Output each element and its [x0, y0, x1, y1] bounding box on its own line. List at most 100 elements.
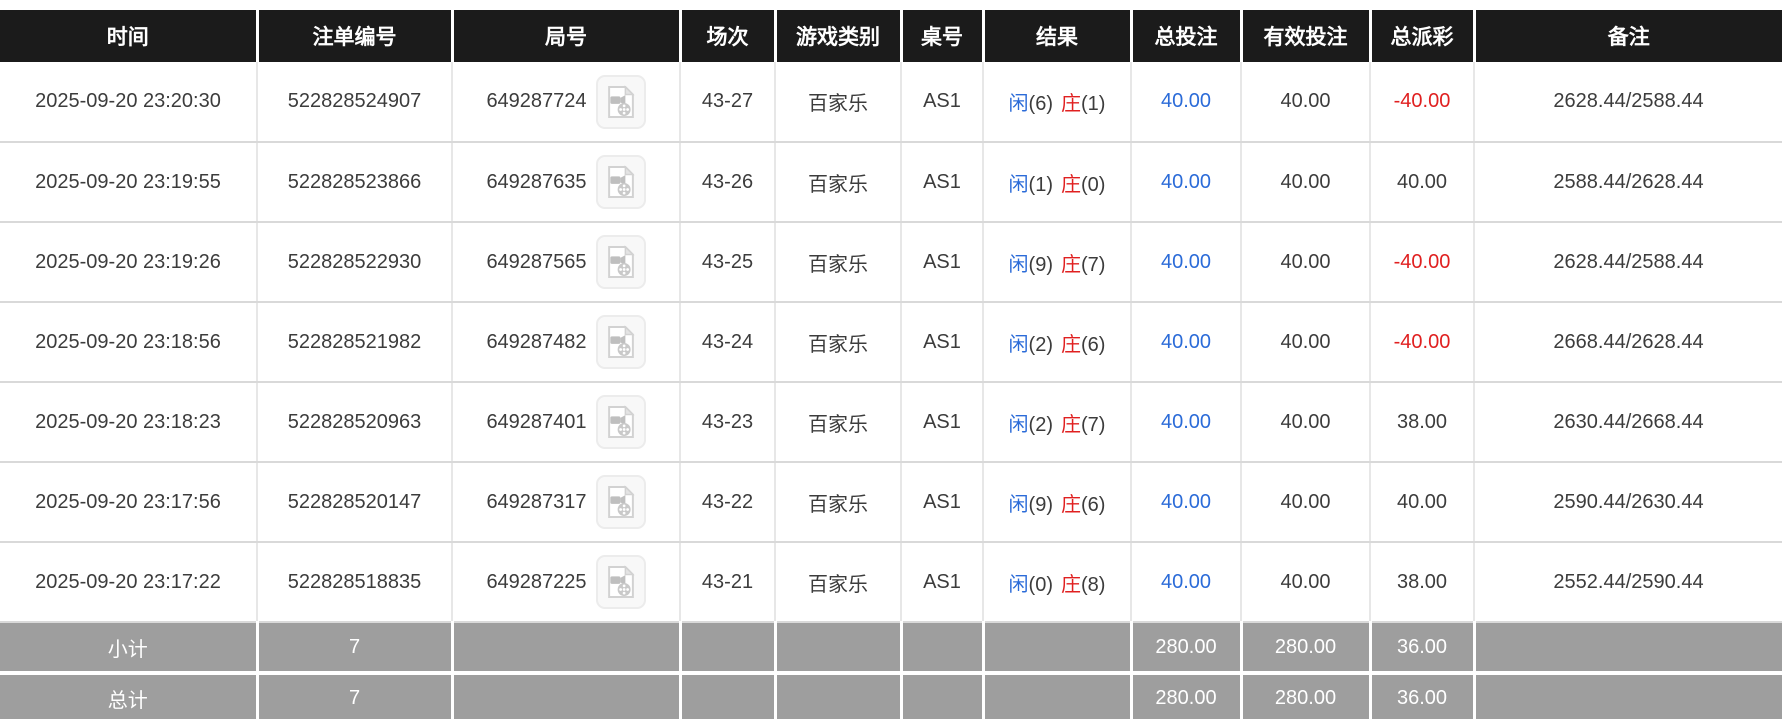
cell-result: 闲(0) 庄(8) [983, 542, 1132, 623]
cell-bet-id: 522828524907 [257, 62, 453, 143]
total-bet-link[interactable]: 40.00 [1160, 490, 1212, 513]
result-banker-label: 庄 [1061, 173, 1081, 196]
cell-valid-bet: 40.00 [1241, 302, 1371, 383]
cell-session: 43-22 [680, 462, 776, 543]
cell-round: 649287225 [452, 542, 681, 623]
cell-remark: 2552.44/2590.44 [1474, 542, 1782, 623]
video-replay-button[interactable] [595, 315, 646, 369]
video-replay-button[interactable] [595, 155, 646, 209]
video-replay-button[interactable] [595, 555, 646, 609]
video-replay-button[interactable] [595, 475, 646, 529]
video-replay-button[interactable] [595, 395, 646, 449]
result-player-label: 闲 [1008, 253, 1029, 276]
table-row: 2025-09-20 23:18:23 522828520963 6492874… [0, 382, 1782, 463]
cell-result: 闲(6) 庄(1) [983, 62, 1132, 143]
column-header-valid-bet: 有效投注 [1241, 10, 1372, 62]
video-file-icon [607, 405, 635, 438]
result-player-score: (1) [1028, 173, 1053, 196]
cell-game-type: 百家乐 [775, 382, 902, 463]
summary-row: 总计 7 280.00 280.00 36.00 [0, 673, 1782, 719]
result-banker-label: 庄 [1061, 333, 1081, 356]
result-banker-label: 庄 [1061, 93, 1081, 115]
cell-bet-id: 522828520963 [257, 382, 453, 463]
cell-remark: 2668.44/2628.44 [1474, 302, 1782, 383]
summary-payout: 36.00 [1370, 673, 1476, 719]
table-row: 2025-09-20 23:19:26 522828522930 6492875… [0, 222, 1782, 303]
video-file-icon [607, 245, 635, 278]
summary-valid-bet: 280.00 [1241, 622, 1372, 675]
cell-session: 43-25 [680, 222, 776, 303]
result-banker-score: (6) [1081, 493, 1106, 516]
total-bet-link[interactable]: 40.00 [1160, 570, 1212, 593]
result-banker-score: (1) [1081, 93, 1106, 115]
round-number: 649287401 [486, 410, 587, 433]
cell-table-no: AS1 [901, 302, 984, 383]
result-player-score: (9) [1028, 493, 1053, 516]
column-header-round: 局号 [452, 10, 682, 62]
video-replay-button[interactable] [595, 235, 646, 289]
table-body: 2025-09-20 23:20:30 522828524907 6492877… [0, 62, 1782, 719]
cell-session: 43-21 [680, 542, 776, 623]
cell-round: 649287482 [452, 302, 681, 383]
total-bet-link[interactable]: 40.00 [1160, 170, 1212, 193]
cell-round: 649287724 [452, 62, 681, 143]
cell-session: 43-27 [680, 62, 776, 143]
video-file-icon [607, 165, 635, 198]
result-player-score: (6) [1028, 93, 1053, 115]
cell-time: 2025-09-20 23:19:26 [0, 222, 258, 303]
summary-label: 总计 [0, 673, 259, 719]
column-header-bet-id: 注单编号 [257, 10, 454, 62]
cell-total-bet: 40.00 [1131, 302, 1242, 383]
cell-total-bet: 40.00 [1131, 142, 1242, 223]
table-row: 2025-09-20 23:19:55 522828523866 6492876… [0, 142, 1782, 223]
cell-remark: 2628.44/2588.44 [1474, 62, 1782, 143]
cell-total-bet: 40.00 [1131, 222, 1242, 303]
cell-game-type: 百家乐 [775, 542, 902, 623]
cell-result: 闲(2) 庄(7) [983, 382, 1132, 463]
video-file-icon [607, 485, 635, 518]
payout-value: 38.00 [1396, 570, 1448, 593]
round-number: 649287482 [486, 330, 587, 353]
result-player-label: 闲 [1008, 573, 1029, 596]
cell-time: 2025-09-20 23:20:30 [0, 62, 258, 143]
result-banker-label: 庄 [1061, 493, 1081, 516]
video-file-icon [607, 565, 635, 598]
summary-label: 小计 [0, 622, 259, 675]
bet-records-table: 时间 注单编号 局号 场次 游戏类别 桌号 结果 总投注 有效投注 总派彩 备注… [0, 10, 1782, 719]
cell-total-bet: 40.00 [1131, 462, 1242, 543]
cell-total-bet: 40.00 [1131, 62, 1242, 143]
cell-time: 2025-09-20 23:18:23 [0, 382, 258, 463]
round-number: 649287225 [486, 570, 587, 593]
column-header-remark: 备注 [1474, 10, 1782, 62]
video-replay-button[interactable] [595, 74, 646, 129]
table-row: 2025-09-20 23:18:56 522828521982 6492874… [0, 302, 1782, 383]
total-bet-link[interactable]: 40.00 [1160, 330, 1212, 353]
result-player-label: 闲 [1008, 173, 1029, 196]
cell-session: 43-26 [680, 142, 776, 223]
result-player-score: (0) [1028, 573, 1053, 596]
cell-table-no: AS1 [901, 62, 984, 143]
column-header-session: 场次 [680, 10, 777, 62]
total-bet-link[interactable]: 40.00 [1160, 250, 1212, 273]
result-player-label: 闲 [1008, 413, 1029, 436]
result-banker-label: 庄 [1061, 573, 1081, 596]
total-bet-link[interactable]: 40.00 [1160, 90, 1212, 112]
video-file-icon [607, 325, 635, 358]
cell-valid-bet: 40.00 [1241, 142, 1371, 223]
cell-result: 闲(9) 庄(6) [983, 462, 1132, 543]
cell-game-type: 百家乐 [775, 302, 902, 383]
cell-session: 43-24 [680, 302, 776, 383]
summary-total-bet: 280.00 [1131, 673, 1243, 719]
payout-value: -40.00 [1393, 90, 1451, 112]
summary-payout: 36.00 [1370, 622, 1476, 675]
summary-total-bet: 280.00 [1131, 622, 1243, 675]
video-file-icon [607, 84, 635, 118]
column-header-time: 时间 [0, 10, 259, 62]
total-bet-link[interactable]: 40.00 [1160, 410, 1212, 433]
round-number: 649287635 [486, 170, 587, 193]
cell-remark: 2630.44/2668.44 [1474, 382, 1782, 463]
cell-bet-id: 522828522930 [257, 222, 453, 303]
cell-payout: -40.00 [1370, 222, 1475, 303]
cell-game-type: 百家乐 [775, 62, 902, 143]
